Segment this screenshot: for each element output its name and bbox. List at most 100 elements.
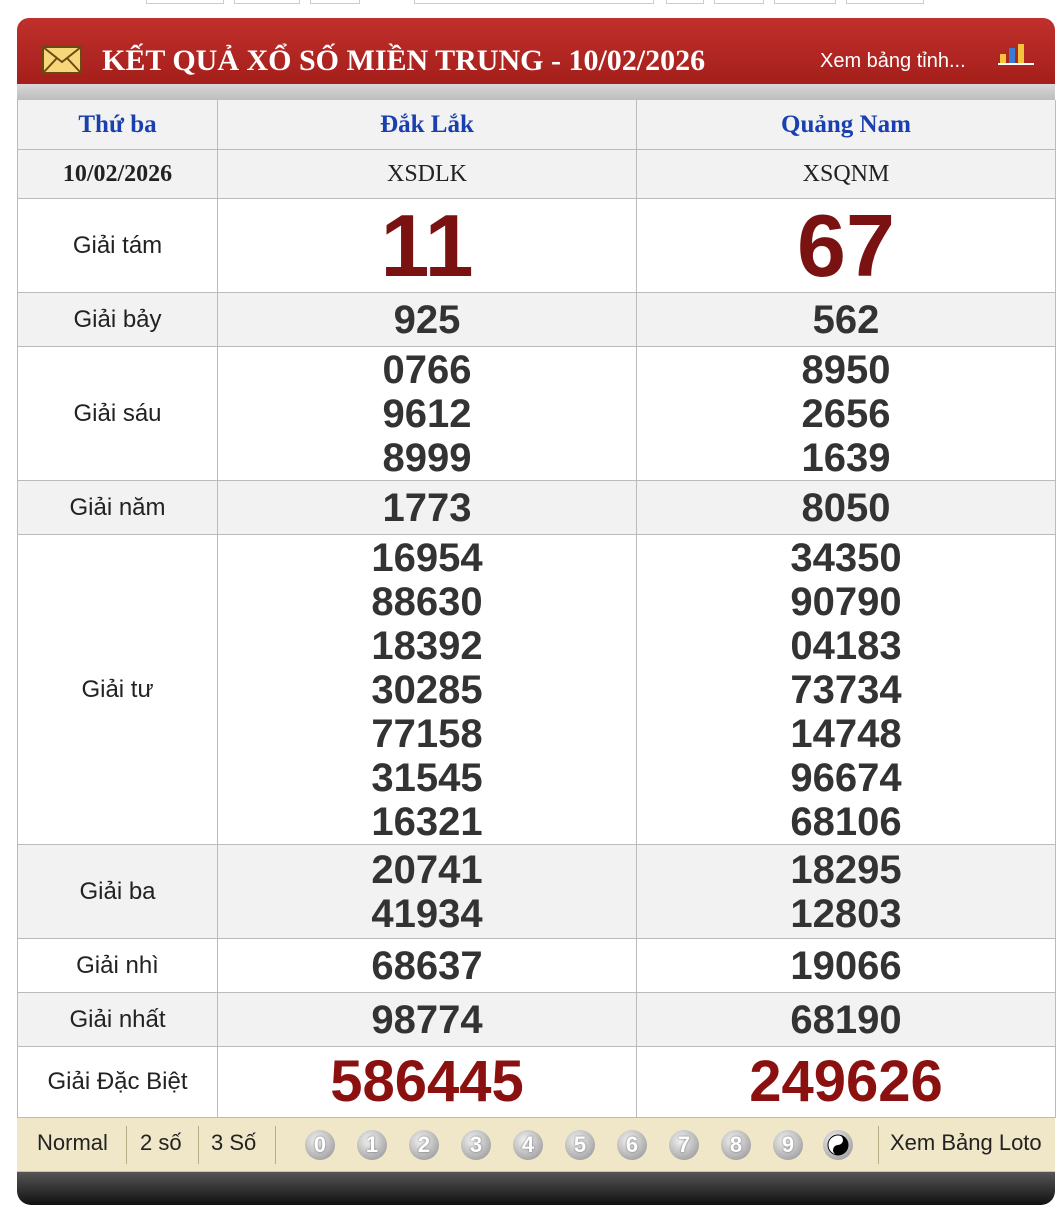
result-number: 8999 xyxy=(382,435,472,480)
cell: XSDLK xyxy=(218,150,637,199)
loto-link[interactable]: Xem Bảng Loto xyxy=(890,1130,1042,1155)
result-number: 9612 xyxy=(382,391,472,436)
prize-label: Giải năm xyxy=(69,493,166,521)
mode-button[interactable]: 2 số xyxy=(140,1130,182,1155)
result-cell: 8950 2656 1639 xyxy=(637,347,1056,481)
digit-ball[interactable]: 9 xyxy=(773,1130,803,1160)
cell: Thứ ba xyxy=(18,100,218,150)
digit-ball[interactable]: 8 xyxy=(721,1130,751,1160)
prize-label: Giải bảy xyxy=(73,305,162,333)
result-cell: 68190 xyxy=(637,993,1056,1047)
result-number: 18392 xyxy=(371,623,483,668)
input-box[interactable] xyxy=(146,0,224,4)
prize-label-cell: Giải nhất xyxy=(18,993,218,1047)
province-link[interactable]: Xem bảng tỉnh... xyxy=(820,50,966,72)
result-cell: 11 xyxy=(218,199,637,293)
digit-ball[interactable]: 5 xyxy=(565,1130,595,1160)
result-number: 68106 xyxy=(790,799,902,844)
footer-bar xyxy=(17,1172,1055,1205)
results-table: Thứ ba Đắk Lắk Quảng Nam 10/02/2026 XSDLK XSQ… xyxy=(17,100,1056,1118)
result-cell: 98774 xyxy=(218,993,637,1047)
header-title: KẾT QUẢ XỔ SỐ MIỀN TRUNG - 10/02/2026 xyxy=(102,44,706,77)
input-box[interactable] xyxy=(714,0,764,4)
prize-label: Giải ba xyxy=(79,877,156,905)
mail-icon xyxy=(42,46,82,74)
station-code: XSQNM xyxy=(802,160,890,187)
result-number: 18295 xyxy=(790,847,902,892)
result-cell: 20741 41934 xyxy=(218,845,637,939)
result-number: 68190 xyxy=(790,997,902,1042)
digit-ball[interactable]: 3 xyxy=(461,1130,491,1160)
result-number: 34350 xyxy=(790,535,902,580)
prize-label-cell: Giải tư xyxy=(18,535,218,845)
cell: XSQNM xyxy=(637,150,1056,199)
input-box[interactable] xyxy=(414,0,654,4)
yin-yang-ball[interactable] xyxy=(823,1130,853,1160)
input-box[interactable] xyxy=(846,0,924,4)
result-number: 88630 xyxy=(371,579,483,624)
result-number: 1639 xyxy=(801,435,891,480)
mode-button[interactable]: 3 Số xyxy=(211,1130,257,1155)
digit-ball[interactable]: 1 xyxy=(357,1130,387,1160)
prize-label: Giải nhì xyxy=(76,951,159,979)
result-number: 562 xyxy=(812,297,880,342)
input-box[interactable] xyxy=(666,0,704,4)
input-box[interactable] xyxy=(310,0,360,4)
result-number: 11 xyxy=(380,195,474,295)
result-number: 67 xyxy=(797,195,895,295)
result-cell: 562 xyxy=(637,293,1056,347)
result-number: 16321 xyxy=(371,799,483,844)
digit-ball[interactable]: 4 xyxy=(513,1130,543,1160)
result-number: 98774 xyxy=(371,997,483,1042)
prize-label-cell: Giải năm xyxy=(18,481,218,535)
result-cell: 925 xyxy=(218,293,637,347)
result-cell: 0766 9612 8999 xyxy=(218,347,637,481)
input-box[interactable] xyxy=(774,0,836,4)
prize-label-cell: Giải tám xyxy=(18,199,218,293)
result-number: 1773 xyxy=(382,485,472,530)
station-code: XSDLK xyxy=(386,160,467,187)
separator xyxy=(126,1126,127,1164)
result-number: 90790 xyxy=(790,579,902,624)
separator xyxy=(198,1126,199,1164)
result-number: 04183 xyxy=(790,623,902,668)
digit-ball[interactable]: 7 xyxy=(669,1130,699,1160)
header-shadow xyxy=(17,84,1055,100)
result-number: 73734 xyxy=(790,667,902,712)
separator xyxy=(878,1126,879,1164)
result-cell: 68637 xyxy=(218,939,637,993)
prize-label-cell: Giải ba xyxy=(18,845,218,939)
digit-ball[interactable]: 2 xyxy=(409,1130,439,1160)
result-cell: 19066 xyxy=(637,939,1056,993)
result-number: 31545 xyxy=(371,755,483,800)
result-number: 30285 xyxy=(371,667,483,712)
result-number: 41934 xyxy=(371,891,483,936)
result-cell: 8050 xyxy=(637,481,1056,535)
prize-label-cell: Giải sáu xyxy=(18,347,218,481)
prize-label-cell: Giải bảy xyxy=(18,293,218,347)
mode-button[interactable]: Normal xyxy=(37,1130,108,1155)
result-number: 8050 xyxy=(801,485,891,530)
input-box[interactable] xyxy=(234,0,300,4)
result-cell: 16954 88630 18392 30285 77158 31545 16321 xyxy=(218,535,637,845)
prize-label: Giải tám xyxy=(72,231,163,259)
prize-label: Giải sáu xyxy=(73,399,162,427)
result-number: 19066 xyxy=(790,943,902,988)
result-number: 8950 xyxy=(801,347,891,392)
result-number: 14748 xyxy=(790,711,902,756)
digit-ball[interactable]: 6 xyxy=(617,1130,647,1160)
result-number: 0766 xyxy=(382,347,472,392)
prize-label: Giải tư xyxy=(81,675,154,703)
column-header: Thứ ba xyxy=(78,110,157,138)
result-number: 925 xyxy=(393,297,461,342)
prize-label: Giải nhất xyxy=(69,1005,166,1033)
cell: Đắk Lắk xyxy=(218,100,637,150)
result-number: 20741 xyxy=(371,847,483,892)
result-cell: 34350 90790 04183 73734 14748 96674 68106 xyxy=(637,535,1056,845)
chart-icon xyxy=(998,44,1034,65)
digit-ball[interactable]: 0 xyxy=(305,1130,335,1160)
cell: 10/02/2026 xyxy=(18,150,218,199)
prize-label-cell: Giải Đặc Biệt xyxy=(18,1047,218,1118)
result-number: 16954 xyxy=(371,535,483,580)
